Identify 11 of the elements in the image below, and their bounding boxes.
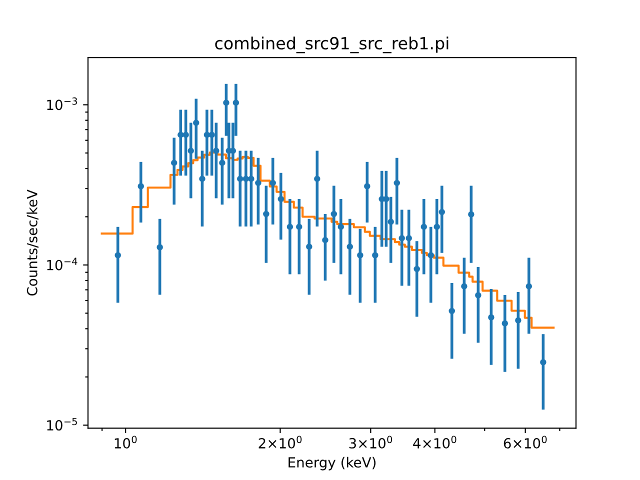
x-tick-label: 3×10$^{0}$ [349,436,392,449]
y-axis-title: Counts/sec/keV [26,190,38,296]
x-tick-label: 10$^{0}$ [114,436,137,449]
x-tick-label: 2×10$^{0}$ [258,436,302,449]
x-tick-label: 4×10$^{0}$ [413,436,456,449]
x-tick-label: 6×10$^{0}$ [504,436,547,449]
chart-title: combined_src91_src_reb1.pi [215,36,448,54]
y-tick-label: 10$^{−5}$ [47,418,77,431]
y-tick-label: 10$^{−3}$ [47,97,77,110]
x-axis-title: Energy (keV) [288,456,376,470]
y-tick-label: 10$^{−4}$ [47,258,78,270]
